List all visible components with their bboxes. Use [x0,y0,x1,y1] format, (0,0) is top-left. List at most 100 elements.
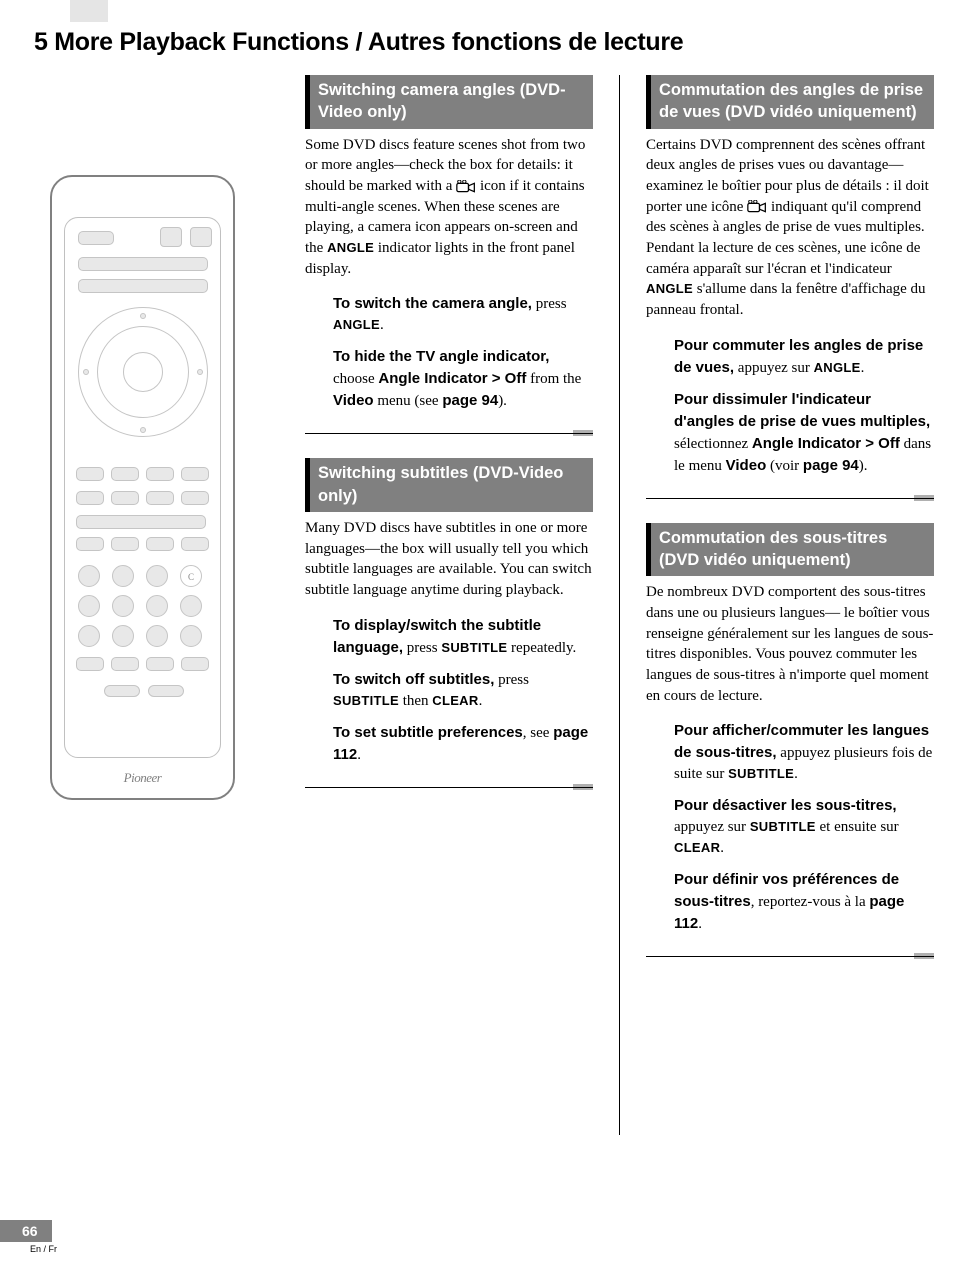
remote-button [111,537,139,551]
remote-button [76,537,104,551]
camera-angle-icon [456,180,476,193]
remote-button [104,685,140,697]
remote-button [76,491,104,505]
remote-button [146,491,174,505]
remote-button [78,595,100,617]
remote-button [112,565,134,587]
remote-dpad-inner [123,352,163,392]
remote-button [146,565,168,587]
remote-button [112,625,134,647]
text: ). [859,458,868,474]
instruction: Pour afficher/commuter les langues de so… [674,720,934,785]
text: , reportez-vous à la [751,894,870,910]
remote-button: C [180,565,202,587]
text-columns: Switching camera angles (DVD-Video only)… [305,75,934,1135]
key-name: ANGLE [333,317,380,332]
instruction-list: Pour commuter les angles de prise de vue… [646,335,934,477]
remote-button [160,227,182,247]
key-name: SUBTITLE [333,693,399,708]
text: , see [523,725,553,741]
remote-button [146,625,168,647]
instruction-lead: To switch the camera angle, [333,295,532,312]
body-text: Certains DVD comprennent des scènes offr… [646,135,934,321]
key-name: CLEAR [432,693,478,708]
instruction: To switch the camera angle, press ANGLE. [333,293,593,336]
remote-dpad-dot [83,369,89,375]
remote-button [146,467,174,481]
text: from the [526,371,581,387]
text: . [720,840,724,856]
remote-illustration: C Pioneer [50,175,235,800]
instruction: Pour définir vos préférences de sous-tit… [674,869,934,935]
section-end-rule [646,495,934,503]
column-fr: Commutation des angles de prise de vues … [646,75,934,1135]
remote-column: C Pioneer [0,75,285,1135]
main-content: C Pioneer Switching camera angles (DVD-V… [0,75,954,1135]
remote-button [76,467,104,481]
instruction-list: Pour afficher/commuter les langues de so… [646,720,934,935]
section-heading: Commutation des angles de prise de vues … [646,75,934,129]
body-text: De nombreux DVD comportent des sous-titr… [646,582,934,706]
section-heading: Switching camera angles (DVD-Video only) [305,75,593,129]
text: (voir [766,458,803,474]
instruction-lead: To set subtitle preferences [333,724,523,741]
instruction: To display/switch the subtitle language,… [333,615,593,659]
section-heading: Commutation des sous-titres (DVD vidéo u… [646,523,934,577]
remote-button [190,227,212,247]
remote-button [181,657,209,671]
instruction-list: To switch the camera angle, press ANGLE.… [305,293,593,412]
text: press [532,296,567,312]
remote-button [146,595,168,617]
remote-dpad-dot [140,427,146,433]
section-heading: Switching subtitles (DVD-Video only) [305,458,593,512]
text: ). [498,393,507,409]
instruction-list: To display/switch the subtitle language,… [305,615,593,766]
instruction: Pour commuter les angles de prise de vue… [674,335,934,379]
instruction: Pour dissimuler l'indicateur d'angles de… [674,389,934,477]
column-en: Switching camera angles (DVD-Video only)… [305,75,593,1135]
page-tab [70,0,108,22]
language-code: En / Fr [0,1244,57,1254]
key-name: SUBTITLE [728,766,794,781]
text: choose [333,371,378,387]
text: . [380,317,384,333]
instruction-lead: To hide the TV angle indicator, [333,348,549,365]
instruction: To hide the TV angle indicator, choose A… [333,346,593,412]
page-ref: page 94 [442,392,498,409]
key-name: CLEAR [674,840,720,855]
remote-button [181,491,209,505]
remote-button [111,491,139,505]
remote-button [181,537,209,551]
remote-button [76,515,206,529]
remote-button [146,657,174,671]
section-end-rule [305,784,593,792]
section-end-rule [646,953,934,961]
remote-button [78,565,100,587]
text: sélectionnez [674,436,752,452]
instruction-lead: Pour désactiver les sous-titres, [674,797,897,814]
page-number: 66 [0,1220,52,1242]
option-name: Angle Indicator > Off [378,370,526,387]
text: . [357,747,361,763]
remote-button [111,657,139,671]
page-ref: page 94 [803,457,859,474]
menu-name: Video [726,457,767,474]
text: . [794,766,798,782]
instruction: Pour désactiver les sous-titres, appuyez… [674,795,934,859]
remote-button [78,257,208,271]
text: . [698,916,702,932]
instruction-lead: Pour dissimuler l'indicateur d'angles de… [674,391,930,430]
text: then [399,693,432,709]
camera-angle-icon [747,200,767,213]
remote-button [112,595,134,617]
key-name: SUBTITLE [750,819,816,834]
option-name: Angle Indicator > Off [752,435,900,452]
text: repeatedly. [507,640,576,656]
remote-button [180,595,202,617]
body-text: Many DVD discs have subtitles in one or … [305,518,593,601]
remote-inner-frame [64,217,221,758]
remote-button [148,685,184,697]
remote-button [111,467,139,481]
remote-button [78,625,100,647]
key-name: ANGLE [646,281,693,296]
